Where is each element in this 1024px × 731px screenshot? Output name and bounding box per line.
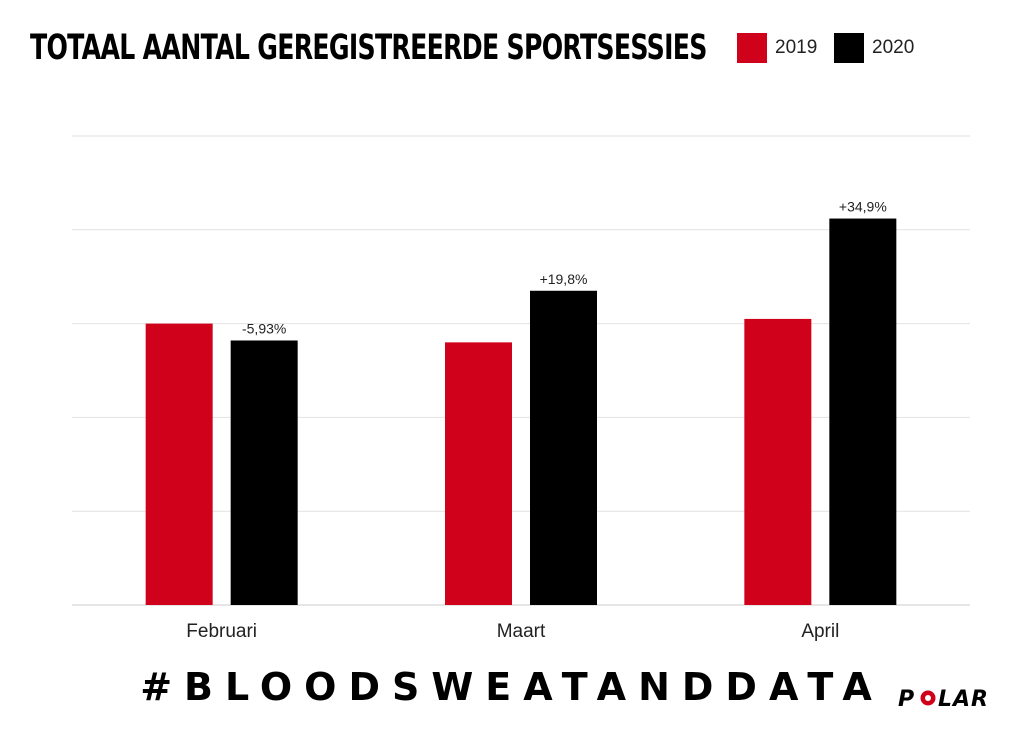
change-label-maart: +19,8%	[540, 271, 588, 287]
legend-swatch-2020	[834, 33, 864, 63]
x-tick-label-maart: Maart	[497, 621, 546, 642]
svg-text:LAR: LAR	[938, 687, 989, 712]
change-label-april: +34,9%	[839, 199, 887, 215]
x-tick-label-april: April	[801, 621, 839, 642]
polar-logo: P LAR	[898, 687, 989, 712]
x-tick-label-februari: Februari	[186, 621, 257, 642]
bar-2019-april	[744, 318, 812, 605]
legend-label-2020: 2020	[872, 37, 915, 58]
legend-swatch-2019	[737, 33, 767, 63]
bar-2020-februari	[230, 340, 298, 605]
legend-label-2019: 2019	[775, 37, 818, 58]
svg-text:P: P	[898, 687, 915, 712]
hashtag: #BLOODSWEATANDDATA	[140, 665, 884, 709]
bar-2020-april	[829, 218, 897, 605]
bar-2020-maart	[530, 290, 597, 605]
bar-chart: -5,93% Februari +19,8% Maart +34,9% April	[72, 135, 970, 642]
change-label-februari: -5,93%	[242, 320, 286, 336]
chart-title: TOTAAL AANTAL GEREGISTREERDE SPORTSESSIE…	[30, 28, 707, 68]
bar-2019-februari	[145, 323, 213, 605]
bar-2019-maart	[445, 342, 512, 605]
